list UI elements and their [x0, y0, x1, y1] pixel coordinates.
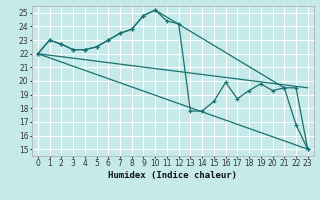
X-axis label: Humidex (Indice chaleur): Humidex (Indice chaleur) — [108, 171, 237, 180]
